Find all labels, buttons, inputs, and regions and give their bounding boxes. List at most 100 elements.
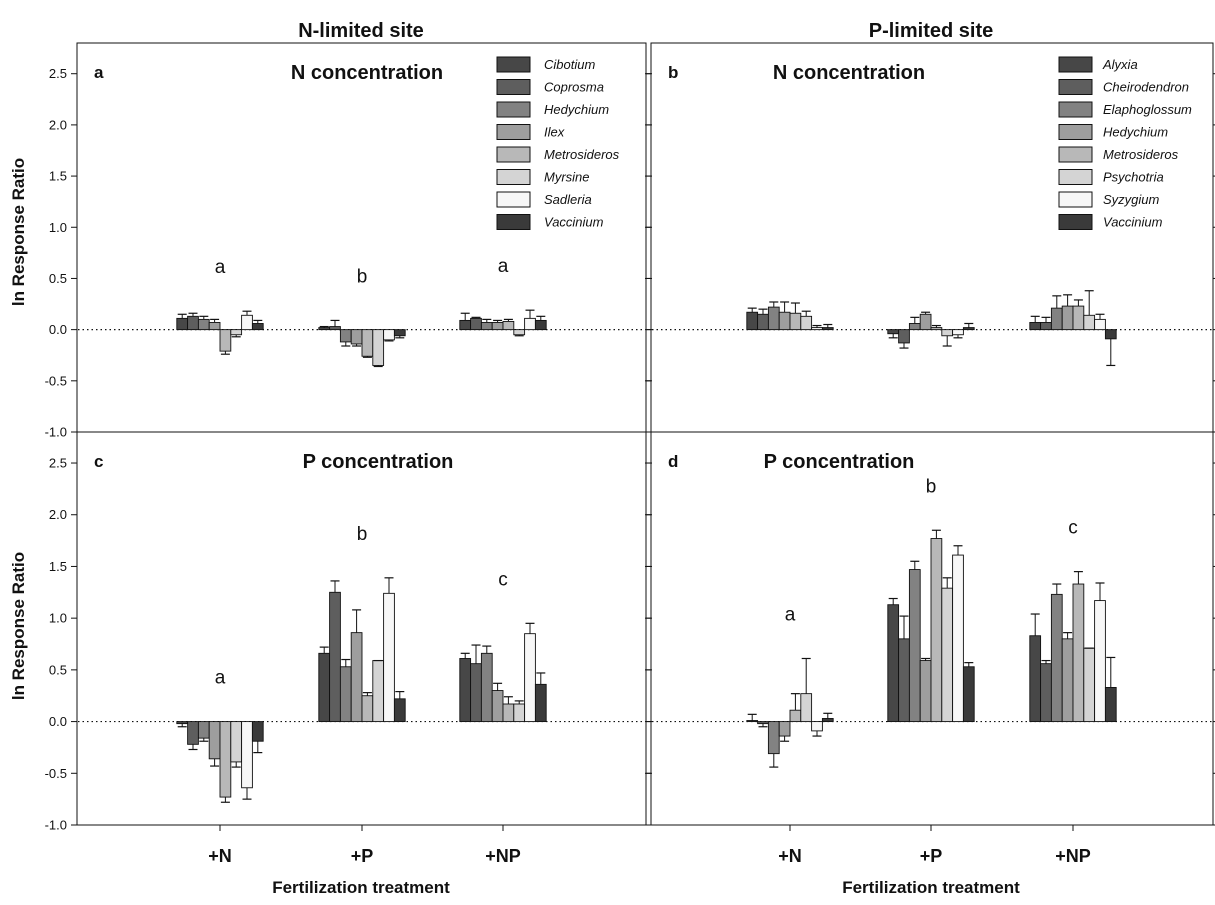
bar-elaphoglossum-P bbox=[908, 569, 921, 723]
bar-vaccinium-P bbox=[962, 666, 975, 723]
bar-alyxia-NP bbox=[1029, 322, 1042, 331]
y-tick-label: 2.0 bbox=[49, 117, 67, 132]
bar-vaccinium-NP bbox=[534, 319, 547, 331]
bar-cibotium-P bbox=[318, 652, 331, 723]
bar-vaccinium-NP bbox=[1104, 687, 1117, 723]
significance-letter: a bbox=[215, 668, 226, 689]
bar-elaphoglossum-NP bbox=[1050, 307, 1063, 331]
panel-title: P concentration bbox=[764, 451, 915, 473]
significance-letter: c bbox=[498, 569, 508, 590]
y-tick-label: -1.0 bbox=[45, 818, 67, 833]
bar-myrsine-P bbox=[372, 660, 385, 723]
significance-letter: a bbox=[498, 256, 509, 277]
bar-elaphoglossum-NP bbox=[1050, 593, 1063, 723]
bar-cheirodendron-P bbox=[898, 329, 910, 344]
bar-metrosideros-P bbox=[930, 538, 943, 723]
bar-metrosideros-N bbox=[219, 721, 232, 798]
bar-sadleria-NP bbox=[524, 317, 536, 331]
bar-metrosideros-P bbox=[930, 327, 943, 331]
bar-metrosideros-NP bbox=[502, 703, 515, 723]
legend-swatch-psychotria bbox=[1058, 169, 1093, 185]
legend-label-metrosideros: Metrosideros bbox=[1103, 147, 1179, 162]
bar-metrosideros-N bbox=[789, 312, 802, 331]
y-tick-label: -1.0 bbox=[45, 425, 67, 440]
bar-coprosma-P bbox=[329, 326, 341, 331]
bar-cheirodendron-NP bbox=[1040, 663, 1052, 723]
bar-elaphoglossum-P bbox=[908, 323, 921, 331]
panels-group: -1.0 -0.5 0.0 0.5 1.0 1.5 2.0 2.5 a N concentrati… bbox=[45, 42, 1215, 866]
bar-alyxia-N bbox=[746, 311, 759, 331]
significance-letter: a bbox=[215, 257, 226, 278]
panel-a: -1.0 -0.5 0.0 0.5 1.0 1.5 2.0 2.5 a N concentrati… bbox=[45, 42, 652, 440]
bar-vaccinium-P bbox=[962, 327, 975, 331]
legend-label-elaphoglossum: Elaphoglossum bbox=[1103, 102, 1192, 117]
bar-cibotium-N bbox=[176, 721, 189, 725]
significance-letter: a bbox=[785, 604, 796, 625]
y-tick-label: 1.0 bbox=[49, 611, 67, 626]
y-tick-label: 0.5 bbox=[49, 662, 67, 677]
bar-syzygium-NP bbox=[1094, 600, 1106, 723]
site-title-n-limited: N-limited site bbox=[298, 20, 424, 42]
panel-c: -1.0 -0.5 0.0 0.5 1.0 1.5 2.0 2.5 c P concentrati… bbox=[45, 431, 652, 866]
bar-alyxia-P bbox=[887, 329, 900, 335]
bar-cheirodendron-P bbox=[898, 638, 910, 723]
bar-hedychium-P bbox=[339, 329, 352, 343]
legend-label-vaccinium: Vaccinium bbox=[544, 215, 604, 230]
y-tick-label: -0.5 bbox=[45, 766, 67, 781]
significance-letter: b bbox=[357, 524, 368, 545]
bar-vaccinium-P bbox=[393, 329, 406, 337]
bar-cheirodendron-NP bbox=[1040, 322, 1052, 331]
bar-ilex-N bbox=[208, 322, 221, 331]
x-axis-label-left: Fertilization treatment bbox=[272, 878, 450, 897]
bar-hedychium-NP bbox=[1061, 638, 1074, 723]
legend-label-myrsine: Myrsine bbox=[544, 170, 590, 185]
bar-cheirodendron-N bbox=[757, 721, 769, 725]
bar-hedychium-P bbox=[339, 666, 352, 723]
bar-syzygium-P bbox=[952, 329, 964, 336]
legend-swatch-vaccinium bbox=[496, 214, 531, 230]
bar-ilex-P bbox=[350, 329, 363, 345]
bar-myrsine-P bbox=[372, 329, 385, 366]
y-axis-label-top: ln Response Ratio bbox=[9, 158, 28, 306]
bar-vaccinium-N bbox=[251, 721, 264, 742]
bar-psychotria-P bbox=[941, 329, 954, 337]
legend-swatch-metrosideros bbox=[1058, 146, 1093, 163]
bar-coprosma-P bbox=[329, 591, 341, 723]
bar-hedychium-P bbox=[919, 313, 932, 331]
x-category-label: +P bbox=[920, 846, 943, 866]
bar-vaccinium-N bbox=[251, 323, 264, 331]
bar-vaccinium-N bbox=[821, 327, 834, 331]
bar-metrosideros-P bbox=[361, 695, 374, 723]
legend-label-psychotria: Psychotria bbox=[1103, 170, 1164, 185]
bar-hedychium-P bbox=[919, 660, 932, 723]
x-category-label: +P bbox=[351, 846, 374, 866]
bar-psychotria-N bbox=[800, 693, 813, 723]
y-tick-label: 1.0 bbox=[49, 220, 67, 235]
panel-d: d P concentration a +N b +P c +NP bbox=[645, 431, 1215, 866]
y-tick-label: 0.0 bbox=[49, 714, 67, 729]
bar-hedychium-NP bbox=[1061, 305, 1074, 331]
bar-myrsine-N bbox=[230, 329, 243, 336]
bar-syzygium-NP bbox=[1094, 318, 1106, 331]
legend-label-alyxia: Alyxia bbox=[1102, 57, 1138, 72]
legend-label-syzygium: Syzygium bbox=[1103, 192, 1160, 207]
legend-swatch-sadleria bbox=[496, 191, 531, 208]
bar-alyxia-N bbox=[746, 720, 759, 723]
bar-myrsine-NP bbox=[513, 329, 526, 336]
panel-title: P concentration bbox=[303, 451, 454, 473]
panel-letter: c bbox=[94, 452, 103, 471]
legend-swatch-myrsine bbox=[496, 169, 531, 185]
bar-cheirodendron-N bbox=[757, 313, 769, 331]
legend-label-hedychium: Hedychium bbox=[1103, 125, 1168, 140]
legend-swatch-elaphoglossum bbox=[1058, 101, 1093, 118]
bar-sadleria-N bbox=[241, 721, 253, 789]
bar-cibotium-NP bbox=[459, 658, 472, 723]
legend-swatch-hedychium bbox=[1058, 124, 1093, 140]
bar-syzygium-N bbox=[811, 721, 823, 732]
bar-myrsine-N bbox=[230, 721, 243, 763]
site-title-p-limited: P-limited site bbox=[869, 20, 993, 42]
bar-coprosma-N bbox=[187, 721, 199, 745]
legend-swatch-ilex bbox=[496, 124, 531, 140]
bar-alyxia-NP bbox=[1029, 635, 1042, 723]
